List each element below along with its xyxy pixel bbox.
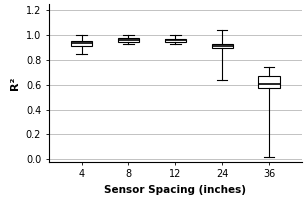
PathPatch shape xyxy=(165,39,186,42)
PathPatch shape xyxy=(71,41,92,46)
PathPatch shape xyxy=(259,76,280,88)
PathPatch shape xyxy=(212,44,233,48)
X-axis label: Sensor Spacing (inches): Sensor Spacing (inches) xyxy=(104,185,246,195)
PathPatch shape xyxy=(118,38,139,42)
Y-axis label: R²: R² xyxy=(10,76,20,90)
